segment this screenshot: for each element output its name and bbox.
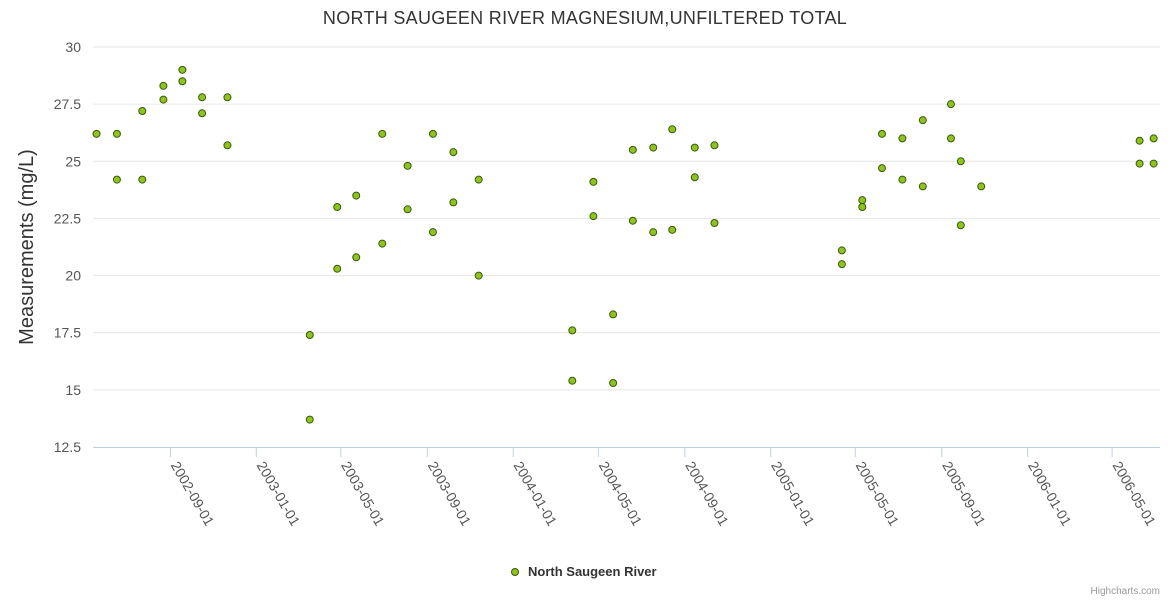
legend[interactable]: North Saugeen River <box>511 564 657 579</box>
data-point[interactable] <box>918 116 927 125</box>
grid-lines <box>93 46 1160 391</box>
data-point[interactable] <box>305 415 314 424</box>
x-tick-label: 2005-01-01 <box>768 459 818 529</box>
data-point[interactable] <box>474 271 483 280</box>
data-point[interactable] <box>223 141 232 150</box>
x-tick-label: 2005-09-01 <box>939 459 989 529</box>
data-point[interactable] <box>609 379 618 387</box>
data-point[interactable] <box>837 260 846 269</box>
data-point[interactable] <box>352 191 361 200</box>
data-point[interactable] <box>568 376 577 385</box>
data-point[interactable] <box>568 326 577 335</box>
data-point[interactable] <box>956 157 965 166</box>
y-tick-label: 20 <box>65 268 81 284</box>
data-point[interactable] <box>178 77 187 86</box>
data-point[interactable] <box>609 310 618 319</box>
data-point[interactable] <box>474 175 483 184</box>
data-point[interactable] <box>159 81 168 90</box>
data-point[interactable] <box>837 246 846 255</box>
data-point[interactable] <box>877 164 886 173</box>
data-point[interactable] <box>898 175 907 184</box>
data-point[interactable] <box>178 65 187 74</box>
x-tick-label: 2006-05-01 <box>1110 459 1160 529</box>
y-tick-label: 30 <box>65 39 81 55</box>
data-point[interactable] <box>198 109 207 118</box>
x-tick-label: 2003-09-01 <box>425 459 475 529</box>
legend-item-north-saugeen-river[interactable]: North Saugeen River <box>528 564 657 579</box>
y-tick-label: 27.5 <box>54 96 81 112</box>
data-point[interactable] <box>403 205 412 214</box>
x-tick-label: 2002-09-01 <box>168 459 218 529</box>
data-point[interactable] <box>333 203 342 211</box>
data-point[interactable] <box>668 225 677 234</box>
data-point[interactable] <box>946 134 955 143</box>
data-point[interactable] <box>628 145 637 154</box>
y-tick-label: 25 <box>65 153 81 169</box>
data-point[interactable] <box>112 175 121 184</box>
chart-title: NORTH SAUGEEN RIVER MAGNESIUM,UNFILTERED… <box>323 8 847 28</box>
x-tick-label: 2004-09-01 <box>682 459 732 529</box>
x-tick-label: 2004-05-01 <box>596 459 646 529</box>
y-tick-label: 15 <box>65 382 81 398</box>
data-point[interactable] <box>690 173 699 182</box>
data-point[interactable] <box>305 331 314 339</box>
data-point[interactable] <box>898 134 907 143</box>
data-point[interactable] <box>352 253 361 262</box>
x-tick-label: 2003-05-01 <box>338 459 388 529</box>
data-point[interactable] <box>428 129 437 138</box>
data-point[interactable] <box>690 143 699 152</box>
data-point[interactable] <box>198 93 207 102</box>
data-point[interactable] <box>858 196 867 205</box>
data-point[interactable] <box>589 177 598 186</box>
data-point[interactable] <box>428 228 437 237</box>
data-point[interactable] <box>877 129 886 138</box>
data-point[interactable] <box>333 264 342 273</box>
data-point[interactable] <box>946 100 955 109</box>
data-point[interactable] <box>449 198 458 207</box>
data-point[interactable] <box>977 182 986 191</box>
legend-marker <box>511 568 519 576</box>
y-tick-label: 17.5 <box>54 325 81 341</box>
data-point[interactable] <box>159 95 168 104</box>
y-axis-ticks: 12.5 15 17.5 20 22.5 25 27.5 30 <box>54 39 81 455</box>
data-point[interactable] <box>649 228 658 237</box>
data-point[interactable] <box>1149 159 1158 168</box>
x-tick-label: 2004-01-01 <box>511 459 561 529</box>
data-point[interactable] <box>378 129 387 138</box>
data-point[interactable] <box>378 239 387 248</box>
data-points[interactable] <box>92 65 1158 424</box>
y-tick-label: 22.5 <box>54 210 81 226</box>
data-point[interactable] <box>649 143 658 152</box>
data-point[interactable] <box>668 125 677 134</box>
x-axis-ticks: 2002-09-01 2003-01-01 2003-05-01 2003-09-01… <box>168 447 1159 529</box>
data-point[interactable] <box>1135 136 1144 145</box>
x-tick-label: 2006-01-01 <box>1025 459 1075 529</box>
data-point[interactable] <box>92 129 101 138</box>
data-point[interactable] <box>710 141 719 150</box>
data-point[interactable] <box>112 129 121 138</box>
x-tick-label: 2005-05-01 <box>853 459 903 529</box>
data-point[interactable] <box>589 212 598 221</box>
data-point[interactable] <box>1149 134 1158 143</box>
data-point[interactable] <box>710 219 719 227</box>
x-tick-label: 2003-01-01 <box>254 459 304 529</box>
data-point[interactable] <box>449 148 458 157</box>
credits-link[interactable]: Highcharts.com <box>1091 586 1160 597</box>
data-point[interactable] <box>138 107 147 115</box>
data-point[interactable] <box>628 216 637 225</box>
data-point[interactable] <box>138 175 147 184</box>
data-point[interactable] <box>1135 159 1144 168</box>
data-point[interactable] <box>403 161 412 170</box>
y-tick-label: 12.5 <box>54 439 81 455</box>
data-point[interactable] <box>858 203 867 211</box>
data-point[interactable] <box>223 93 232 102</box>
data-point[interactable] <box>956 221 965 230</box>
data-point[interactable] <box>918 182 927 191</box>
y-axis-label: Measurements (mg/L) <box>16 149 38 345</box>
